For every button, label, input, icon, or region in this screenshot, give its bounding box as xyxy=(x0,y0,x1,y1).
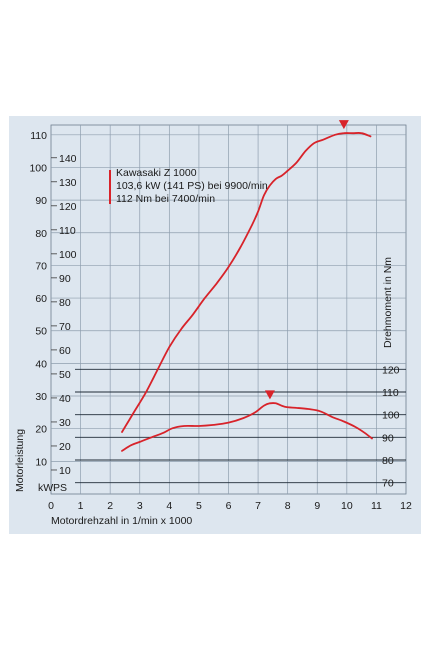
kw-tick-label: 60 xyxy=(35,293,47,305)
ps-tick-label: 30 xyxy=(59,417,71,429)
nm-tick-label: 110 xyxy=(382,387,399,399)
x-tick-label: 12 xyxy=(400,500,412,512)
x-tick-label: 6 xyxy=(226,500,232,512)
ps-tick-label: 40 xyxy=(59,393,71,405)
x-tick-label: 7 xyxy=(255,500,261,512)
nm-tick-label: 70 xyxy=(382,478,394,490)
ps-tick-label: 50 xyxy=(59,369,71,381)
kw-tick-label: 100 xyxy=(29,162,47,174)
kw-tick-label: 50 xyxy=(35,326,47,338)
unit-kw-label: kW xyxy=(38,482,53,494)
nm-tick-label: 90 xyxy=(382,432,394,444)
kw-tick-label: 20 xyxy=(35,424,47,436)
x-tick-label: 0 xyxy=(48,500,54,512)
kw-tick-label: 10 xyxy=(35,456,47,468)
x-tick-label: 10 xyxy=(341,500,353,512)
chart-background xyxy=(9,116,421,534)
ps-tick-label: 70 xyxy=(59,321,71,333)
ps-tick-label: 20 xyxy=(59,441,71,453)
x-tick-label: 1 xyxy=(78,500,84,512)
x-tick-label: 3 xyxy=(137,500,143,512)
nm-tick-label: 100 xyxy=(382,410,400,422)
ps-tick-label: 130 xyxy=(59,177,77,189)
x-tick-label: 4 xyxy=(166,500,172,512)
peak-markers xyxy=(264,120,349,400)
x-tick-label: 11 xyxy=(371,500,382,512)
x-tick-label: 2 xyxy=(107,500,113,512)
ps-tick-label: 110 xyxy=(59,225,76,237)
power-curve xyxy=(121,132,372,433)
ps-tick-label: 90 xyxy=(59,273,71,285)
nm-tick-label: 120 xyxy=(382,364,400,376)
y-axis-label-left: Motorleistung xyxy=(14,429,26,492)
kw-tick-label: 80 xyxy=(35,228,47,240)
ps-tick-label: 10 xyxy=(59,465,71,477)
torque-curve xyxy=(121,402,373,452)
axis-ticks: 0 1 2 3 4 5 6 7 8 9 10 11 12102030405060708090100110… xyxy=(29,130,412,512)
ps-tick-label: 100 xyxy=(59,249,77,261)
ps-tick-label: 60 xyxy=(59,345,71,357)
unit-ps-label: PS xyxy=(53,482,67,494)
x-tick-label: 8 xyxy=(285,500,291,512)
y-axis-label-right: Drehmoment in Nm xyxy=(382,257,394,348)
nm-tick-label: 80 xyxy=(382,455,394,467)
x-tick-label: 5 xyxy=(196,500,202,512)
torque-grid xyxy=(75,368,406,484)
x-tick-label: 9 xyxy=(314,500,320,512)
kw-tick-label: 90 xyxy=(35,195,47,207)
series xyxy=(121,132,373,452)
kw-tick-label: 30 xyxy=(35,391,47,403)
ps-tick-label: 120 xyxy=(59,201,77,213)
legend-line-2: 103,6 kW (141 PS) bei 9900/min xyxy=(116,180,268,192)
kw-tick-label: 40 xyxy=(35,358,47,370)
kw-tick-label: 110 xyxy=(30,130,47,142)
kw-tick-label: 70 xyxy=(35,260,47,272)
power-peak-marker xyxy=(338,120,349,130)
legend-line-1: Kawasaki Z 1000 xyxy=(116,167,197,179)
torque-peak-marker xyxy=(264,390,275,400)
legend: Kawasaki Z 1000 103,6 kW (141 PS) bei 99… xyxy=(109,167,268,205)
ps-tick-label: 80 xyxy=(59,297,71,309)
ps-tick-label: 140 xyxy=(59,153,77,165)
legend-line-3: 112 Nm bei 7400/min xyxy=(116,193,215,205)
x-axis-label: Motordrehzahl in 1/min x 1000 xyxy=(51,515,192,527)
